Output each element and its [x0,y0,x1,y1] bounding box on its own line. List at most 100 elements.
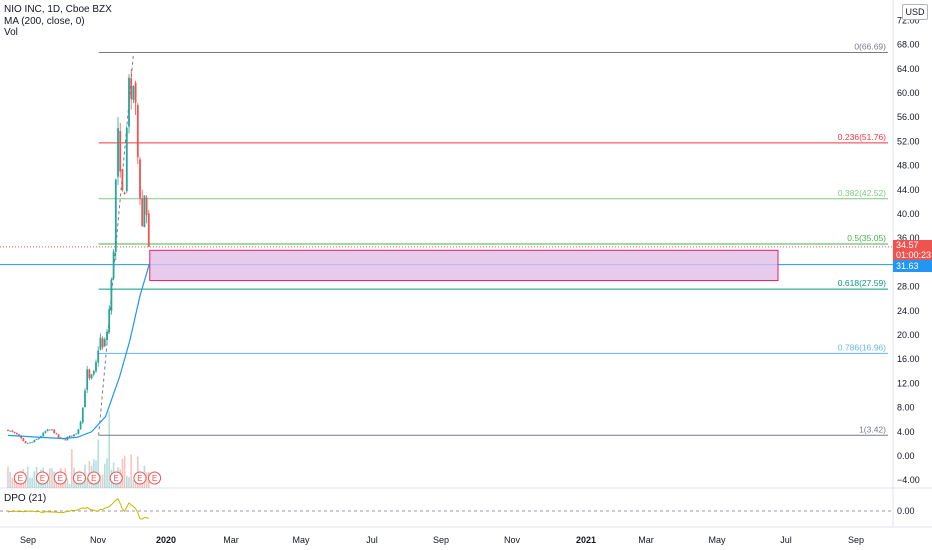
earnings-marker [53,471,67,485]
earnings-marker [72,471,86,485]
volume-bar [121,458,124,488]
volume-bar [132,479,135,488]
candle-body [123,192,126,195]
price-axis-label: 60.00 [897,88,920,98]
currency-badge[interactable]: USD [902,4,928,20]
candle-body [110,279,113,311]
legend-volume[interactable]: Vol [4,27,18,38]
candle-body [145,197,148,215]
volume-bar [31,477,33,488]
time-axis-label: Sep [848,535,864,545]
price-axis-label: 24.00 [897,306,920,316]
time-axis-label: Jul [780,535,792,545]
fib-level-label: 1(3.42) [859,424,886,434]
candle-body [128,77,130,127]
candle-body [125,127,128,192]
candle-body [31,441,34,443]
candle-body [139,159,141,199]
earnings-marker [148,471,162,485]
fib-level-label: 0.382(42.52) [838,188,886,198]
last-price-value: 34.57 [896,240,919,250]
earnings-marker-label: E [114,474,119,483]
candle-body [33,440,36,443]
volume-bar [9,472,11,488]
volume-bar [49,468,51,488]
volume-bar [7,466,9,488]
candle-body [53,429,56,434]
volume-bar [68,483,71,488]
candle-body [48,429,51,431]
time-axis-label: 2021 [576,535,596,545]
earnings-marker-label: E [137,474,142,483]
ma200-line [7,263,151,440]
volume-bar [79,481,82,488]
candle-body [51,429,53,431]
price-axis-label: −4.00 [897,475,920,485]
volume-bar [51,468,53,488]
dpo-line [7,498,149,520]
candle-body [99,337,102,350]
fib-level-label: 0(66.69) [854,42,886,52]
candle-body [7,429,9,431]
fib-level-label: 0.618(27.59) [838,278,886,288]
volume-bar [97,439,99,488]
price-axis-label: 28.00 [897,282,920,292]
legend-symbol[interactable]: NIO INC, 1D, Cboe BZX [4,4,112,15]
time-axis-label: Nov [90,535,107,545]
candle-body [117,128,119,177]
earnings-marker-label: E [58,474,63,483]
candle-body [26,443,29,445]
time-axis-label: Sep [20,535,36,545]
candle-body [22,438,25,442]
volume-bar [86,477,88,488]
candle-body [81,407,84,423]
earnings-marker [109,471,123,485]
time-axis-label: Jul [366,535,378,545]
candle-body [132,86,135,100]
time-axis-label: Sep [433,535,449,545]
candle-body [15,433,18,435]
volume-bar [104,463,106,488]
candle-body [79,421,82,429]
time-axis-label: May [292,535,310,545]
dpo-legend[interactable]: DPO (21) [4,493,47,504]
time-axis-label: Mar [638,535,654,545]
price-axis-label: 12.00 [897,378,920,388]
hline-price-badge: 31.63 [893,260,932,272]
earnings-marker [13,471,27,485]
candle-body [86,369,89,390]
volume-bar [130,454,132,488]
candle-body [84,390,86,408]
volume-bar [101,474,104,488]
volume-bar [27,466,29,488]
candle-body [114,179,117,252]
candle-body [112,251,115,279]
candle-body [88,369,91,379]
price-axis-label: 68.00 [897,40,920,50]
volume-bar [145,472,148,488]
time-axis-label: May [708,535,726,545]
earnings-marker-label: E [77,474,82,483]
volume-bar [71,449,73,488]
time-axis-label: Mar [223,535,239,545]
fib-level-label: 0.5(35.05) [847,233,886,243]
volume-bar [33,471,36,488]
price-axis-label: 36.00 [897,233,920,243]
volume-bar [82,483,84,488]
candle-body [119,131,122,172]
earnings-marker-label: E [91,474,96,483]
price-axis-label: 40.00 [897,209,920,219]
candle-body [44,431,47,433]
volume-bar [123,455,126,488]
candle-body [90,374,93,379]
price-axis-label: 4.00 [897,427,915,437]
candle-body [130,78,133,100]
price-axis-label: 64.00 [897,64,920,74]
candle-body [92,371,95,375]
candle-body [77,429,80,434]
legend-ma[interactable]: MA (200, close, 0) [4,15,85,27]
candle-body [20,435,23,439]
candle-body [141,198,144,227]
price-axis-label: 20.00 [897,330,920,340]
